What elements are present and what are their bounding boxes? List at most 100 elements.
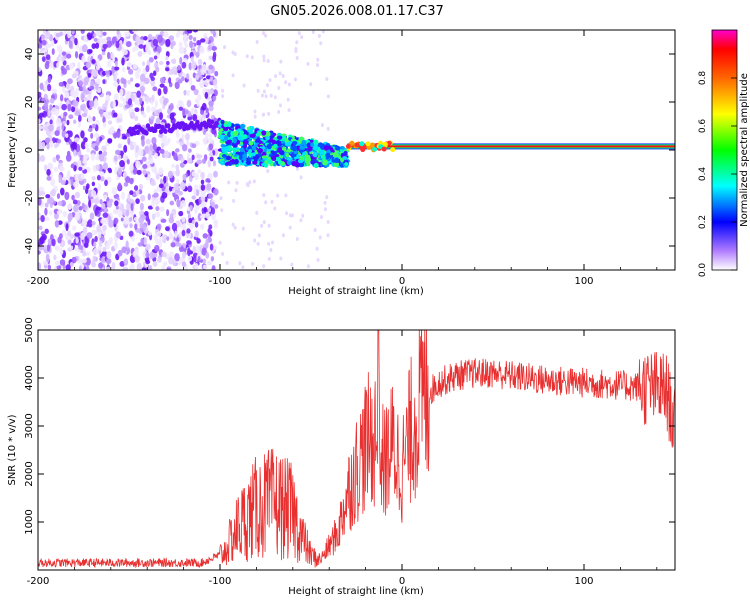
noise-speck <box>320 215 324 220</box>
noise-speck <box>78 244 84 250</box>
signal-blob <box>223 124 229 128</box>
noise-speck <box>201 247 207 256</box>
noise-speck <box>38 106 42 111</box>
noise-speck <box>117 209 123 218</box>
noise-speck <box>72 142 77 151</box>
noise-speck <box>49 98 55 104</box>
noise-speck <box>205 178 211 183</box>
noise-speck <box>90 152 96 161</box>
noise-speck <box>253 109 257 114</box>
noise-speck <box>273 206 277 211</box>
noise-speck <box>202 258 207 264</box>
noise-speck <box>139 202 144 211</box>
noise-speck <box>201 80 205 88</box>
noise-speck <box>64 91 70 99</box>
signal-blob <box>271 155 277 162</box>
noise-speck <box>78 80 83 87</box>
noise-speck <box>113 81 119 88</box>
noise-speck <box>143 236 148 246</box>
noise-speck <box>264 200 268 205</box>
colorbar-tick-label: 0.6 <box>698 119 708 134</box>
noise-speck <box>71 106 76 113</box>
noise-speck <box>140 194 146 202</box>
noise-speck <box>44 137 51 144</box>
noise-speck <box>102 122 107 128</box>
signal-blob <box>243 140 249 145</box>
noise-speck <box>85 265 90 270</box>
signal-blob <box>234 158 239 165</box>
noise-speck <box>69 245 74 250</box>
signal-blob <box>239 123 246 129</box>
noise-speck <box>84 235 89 244</box>
noise-speck <box>142 169 147 175</box>
noise-speck <box>205 240 209 249</box>
noise-speck <box>262 220 266 225</box>
noise-speck <box>192 30 199 33</box>
noise-speck <box>68 114 74 119</box>
noise-speck <box>208 55 213 60</box>
noise-speck <box>94 98 99 106</box>
noise-speck <box>54 130 60 137</box>
noise-speck <box>80 141 87 150</box>
noise-speck <box>50 39 55 47</box>
noise-speck <box>238 261 242 266</box>
noise-speck <box>149 158 154 165</box>
noise-speck <box>266 83 270 88</box>
noise-speck <box>178 46 185 55</box>
noise-speck <box>154 201 159 206</box>
noise-speck <box>191 143 197 149</box>
noise-speck <box>58 177 63 184</box>
noise-speck <box>56 193 61 200</box>
noise-speck <box>181 144 188 152</box>
noise-speck <box>68 138 72 146</box>
noise-speck <box>87 73 92 78</box>
noise-speck <box>127 193 131 202</box>
noise-speck <box>119 88 124 97</box>
noise-speck <box>168 232 173 239</box>
signal-blob <box>231 146 237 153</box>
noise-speck <box>208 143 214 151</box>
noise-speck <box>162 104 166 110</box>
noise-speck <box>94 145 99 152</box>
noise-speck <box>127 137 131 145</box>
noise-speck <box>269 93 273 98</box>
noise-speck <box>161 265 165 270</box>
noise-speck <box>269 247 273 252</box>
noise-speck <box>209 156 214 162</box>
noise-speck <box>138 39 145 45</box>
noise-speck <box>122 78 127 85</box>
noise-speck <box>223 45 227 50</box>
noise-speck <box>293 77 297 82</box>
noise-speck <box>185 73 190 80</box>
noise-speck <box>211 45 218 51</box>
noise-speck <box>45 253 50 263</box>
noise-speck <box>266 169 270 174</box>
noise-speck <box>183 33 188 39</box>
noise-speck <box>102 246 107 252</box>
signal-blob <box>243 160 248 166</box>
noise-speck <box>102 31 107 36</box>
noise-speck <box>135 70 140 79</box>
noise-speck <box>99 199 103 205</box>
noise-speck <box>171 163 176 168</box>
noise-speck <box>45 54 51 60</box>
noise-speck <box>202 158 207 164</box>
noise-speck <box>56 45 63 52</box>
signal-blob <box>163 128 168 134</box>
noise-speck <box>245 54 249 59</box>
noise-speck <box>326 126 330 131</box>
signal-blob <box>248 140 254 146</box>
noise-speck <box>90 190 97 198</box>
noise-speck <box>165 38 171 47</box>
noise-speck <box>102 150 108 157</box>
noise-speck <box>38 118 41 124</box>
noise-speck <box>74 212 80 221</box>
noise-speck <box>197 59 203 65</box>
noise-speck <box>175 132 180 138</box>
noise-speck <box>165 67 170 72</box>
noise-speck <box>68 62 74 70</box>
noise-speck <box>100 175 105 182</box>
noise-speck <box>109 198 113 203</box>
noise-speck <box>311 30 315 35</box>
noise-speck <box>46 43 52 48</box>
